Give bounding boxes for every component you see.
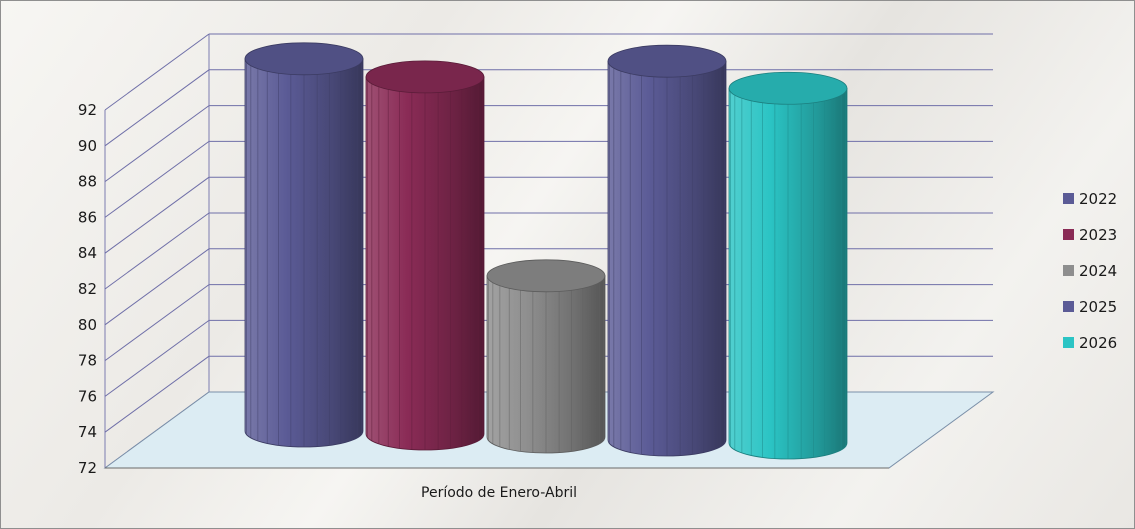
- bar-2026: [728, 71, 848, 460]
- y-tick-label: 78: [78, 352, 97, 370]
- gridline: [104, 176, 993, 254]
- y-tick-label: 92: [78, 101, 97, 119]
- bar-2022: [244, 42, 364, 448]
- legend-item: 2025: [1063, 298, 1117, 316]
- y-tick-label: 90: [78, 137, 97, 155]
- legend-label: 2025: [1079, 298, 1117, 316]
- y-tick-label: 72: [78, 459, 97, 477]
- legend-item: 2022: [1063, 190, 1117, 208]
- bar-2025: [607, 44, 727, 457]
- y-tick-label: 76: [78, 387, 97, 405]
- y-tick-label: 80: [78, 316, 97, 334]
- legend-item: 2024: [1063, 262, 1117, 280]
- legend-swatch: [1063, 229, 1074, 240]
- legend-swatch: [1063, 265, 1074, 276]
- gridline: [104, 140, 993, 218]
- y-tick-label: 88: [78, 173, 97, 191]
- legend-swatch: [1063, 193, 1074, 204]
- legend-label: 2023: [1079, 226, 1117, 244]
- y-axis: 72 74 76 78 80 82 84 86 88 90 92: [78, 101, 97, 477]
- y-tick-label: 86: [78, 208, 97, 226]
- legend-swatch: [1063, 301, 1074, 312]
- legend-swatch: [1063, 337, 1074, 348]
- legend: 2022 2023 2024 2025 2026: [1063, 190, 1117, 352]
- bar-2023: [365, 60, 485, 451]
- bar-2024: [486, 259, 606, 454]
- y-tick-label: 82: [78, 280, 97, 298]
- legend-label: 2026: [1079, 334, 1117, 352]
- gridline: [104, 69, 993, 147]
- legend-item: 2023: [1063, 226, 1117, 244]
- y-tick-label: 74: [78, 423, 97, 441]
- legend-label: 2024: [1079, 262, 1117, 280]
- gridline: [104, 33, 993, 111]
- y-tick-label: 84: [78, 244, 97, 262]
- legend-item: 2026: [1063, 334, 1117, 352]
- x-axis-label: Período de Enero-Abril: [421, 485, 577, 501]
- gridline: [104, 105, 993, 183]
- legend-label: 2022: [1079, 190, 1117, 208]
- bars: [244, 42, 848, 460]
